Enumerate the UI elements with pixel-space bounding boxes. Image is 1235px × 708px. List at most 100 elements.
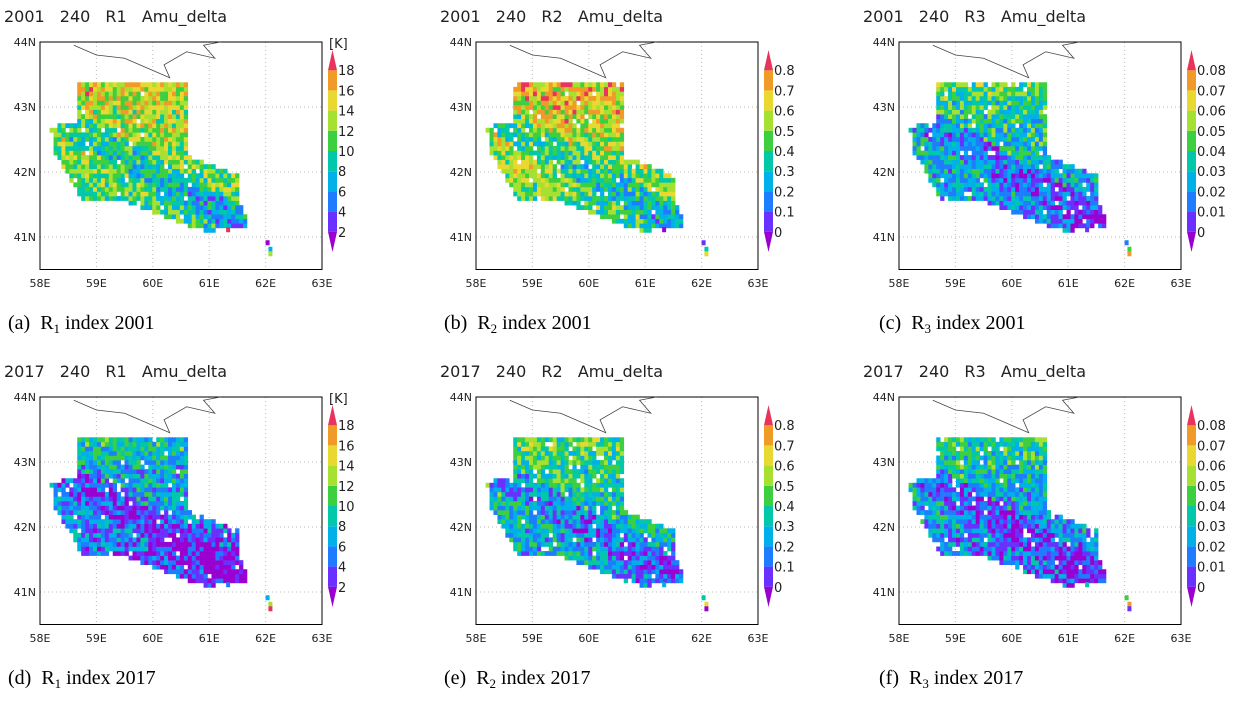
pixel (537, 187, 541, 192)
pixel (180, 551, 184, 556)
pixel (620, 192, 624, 197)
pixel (132, 146, 136, 151)
pixel (188, 533, 192, 538)
pixel (188, 537, 192, 542)
pixel (168, 82, 172, 87)
pixel (533, 101, 537, 106)
pixel (991, 201, 995, 206)
pixel (1031, 160, 1035, 165)
pixel (584, 474, 588, 479)
pixel (984, 141, 988, 146)
pixel (208, 547, 212, 552)
pixel (1039, 91, 1043, 96)
pixel (572, 519, 576, 524)
pixel (180, 528, 184, 533)
pixel (117, 442, 121, 447)
pixel (604, 506, 608, 511)
pixel (568, 91, 572, 96)
pixel (105, 496, 109, 501)
pixel (988, 87, 992, 92)
pixel (243, 214, 247, 219)
pixel (612, 474, 616, 479)
pixel (172, 91, 176, 96)
pixel (960, 173, 964, 178)
pixel (168, 515, 172, 520)
pixel (604, 456, 608, 461)
pixel (192, 164, 196, 169)
pixel (113, 547, 117, 552)
pixel (164, 437, 168, 442)
pixel (501, 515, 505, 520)
pixel (172, 492, 176, 497)
pixel (156, 474, 160, 479)
pixel (81, 96, 85, 101)
pixel (644, 196, 648, 201)
pixel (600, 210, 604, 215)
pixel (176, 547, 180, 552)
pixel (1027, 173, 1031, 178)
pixel (97, 496, 101, 501)
pixel (168, 456, 172, 461)
pixel (117, 146, 121, 151)
pixel (936, 151, 940, 156)
pixel (596, 160, 600, 165)
pixel (97, 460, 101, 465)
pixel (101, 487, 105, 492)
pixel (501, 137, 505, 142)
pixel (960, 101, 964, 106)
pixel (932, 155, 936, 160)
pixel (501, 492, 505, 497)
pixel (940, 182, 944, 187)
pixel (584, 451, 588, 456)
pixel (172, 510, 176, 515)
pixel (1007, 173, 1011, 178)
pixel (1059, 214, 1063, 219)
pixel (671, 182, 675, 187)
pixel (517, 178, 521, 183)
pixel (553, 456, 557, 461)
pixel (1035, 214, 1039, 219)
pixel (176, 487, 180, 492)
pixel (148, 105, 152, 110)
pixel (521, 192, 525, 197)
pixel (121, 151, 125, 156)
pixel (972, 96, 976, 101)
pixel (208, 565, 212, 570)
pixel (140, 187, 144, 192)
pixel (659, 205, 663, 210)
pixel (117, 524, 121, 529)
pixel (77, 542, 81, 547)
pixel (557, 182, 561, 187)
pixel (235, 182, 239, 187)
pixel (568, 105, 572, 110)
pixel (596, 460, 600, 465)
pixel (61, 506, 65, 511)
pixel (89, 91, 93, 96)
pixel (152, 506, 156, 511)
y-axis-label: 44N (450, 36, 472, 49)
pixel (1031, 146, 1035, 151)
pixel (125, 110, 129, 115)
pixel (172, 110, 176, 115)
pixel (999, 91, 1003, 96)
pixel (572, 533, 576, 538)
pixel (972, 146, 976, 151)
pixel (148, 547, 152, 552)
pixel (580, 437, 584, 442)
pixel (596, 465, 600, 470)
pixel (952, 101, 956, 106)
pixel (616, 101, 620, 106)
pixel (976, 173, 980, 178)
pixel (172, 446, 176, 451)
pixel (505, 151, 509, 156)
pixel (584, 478, 588, 483)
pixel (1047, 187, 1051, 192)
pixel (521, 496, 525, 501)
colorbar-end (764, 232, 773, 252)
pixel (184, 542, 188, 547)
pixel (956, 101, 960, 106)
pixel (580, 87, 584, 92)
pixel (572, 87, 576, 92)
pixel (984, 164, 988, 169)
pixel (105, 82, 109, 87)
